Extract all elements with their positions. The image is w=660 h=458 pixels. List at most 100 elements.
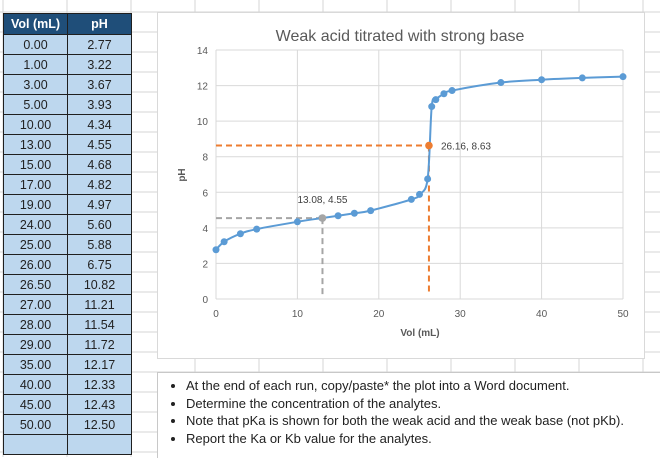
chart-svg: 0 2 4 6 8 10 12 14 0 10 20 30 40 50 Weak acid titrated… (177, 28, 629, 339)
data-point (578, 74, 586, 82)
vol-cell[interactable]: 35.00 (3, 354, 68, 375)
data-point (497, 79, 505, 87)
table-row: 26.50 10.82 (3, 274, 132, 295)
x-tick-label: 10 (292, 309, 304, 320)
table-row: 13.00 4.55 (3, 134, 132, 155)
y-tick-label: 2 (202, 259, 208, 270)
ph-cell[interactable]: 4.34 (67, 114, 132, 135)
data-point (220, 238, 228, 246)
y-tick-label: 4 (202, 224, 208, 235)
annotation-point (318, 214, 327, 222)
ph-cell[interactable]: 11.72 (67, 334, 132, 355)
vol-cell[interactable]: 1.00 (3, 54, 68, 75)
chart-title: Weak acid titrated with strong base (276, 28, 525, 45)
ph-cell[interactable]: 2.77 (67, 34, 132, 55)
header-vol[interactable]: Vol (mL) (3, 13, 68, 35)
vol-cell[interactable]: 24.00 (3, 214, 68, 235)
table-row: 45.00 12.43 (3, 394, 132, 415)
ph-cell[interactable]: 4.68 (67, 154, 132, 175)
table-row: 24.00 5.60 (3, 214, 132, 235)
ph-cell[interactable]: 5.88 (67, 234, 132, 255)
y-tick-label: 14 (197, 46, 209, 57)
vol-cell[interactable]: 26.50 (3, 274, 68, 295)
vol-cell[interactable]: 26.00 (3, 254, 68, 275)
vol-cell[interactable]: 27.00 (3, 294, 68, 315)
vol-cell[interactable]: 15.00 (3, 154, 68, 175)
data-point (293, 218, 301, 226)
data-point (367, 207, 375, 215)
data-point (432, 96, 440, 104)
vol-cell[interactable]: 13.00 (3, 134, 68, 155)
data-point (619, 73, 627, 81)
note-item: Note that pKa is shown for both the weak… (186, 412, 660, 430)
data-point (424, 175, 432, 183)
ph-cell[interactable]: 4.82 (67, 174, 132, 195)
data-point (416, 190, 423, 198)
vol-cell[interactable]: 25.00 (3, 234, 68, 255)
vol-cell[interactable]: 45.00 (3, 394, 68, 415)
ph-cell[interactable]: 12.17 (67, 354, 132, 375)
ph-cell[interactable]: 11.21 (67, 294, 132, 315)
data-point (350, 209, 358, 217)
table-row-empty (3, 434, 132, 455)
data-point (236, 230, 244, 238)
series-line (215, 75, 624, 251)
ph-cell[interactable]: 12.33 (67, 374, 132, 395)
note-item: Determine the concentration of the analy… (186, 395, 660, 413)
instructions-textbox[interactable]: At the end of each run, copy/paste* the … (157, 372, 660, 458)
ph-cell[interactable]: 3.67 (67, 74, 132, 95)
data-point (212, 246, 220, 254)
ph-cell[interactable]: 12.43 (67, 394, 132, 415)
ph-cell[interactable]: 11.54 (67, 314, 132, 335)
titration-chart[interactable]: 0 2 4 6 8 10 12 14 0 10 20 30 40 50 Weak acid titrated… (157, 12, 645, 359)
table-row: 29.00 11.72 (3, 334, 132, 355)
table-row: 35.00 12.17 (3, 354, 132, 375)
data-point (538, 76, 546, 84)
vol-cell[interactable]: 5.00 (3, 94, 68, 115)
ph-cell[interactable]: 10.82 (67, 274, 132, 295)
vol-cell[interactable]: 3.00 (3, 74, 68, 95)
data-point (428, 103, 436, 111)
note-item: At the end of each run, copy/paste* the … (186, 377, 660, 395)
annotation-point (425, 141, 433, 150)
table-row: 25.00 5.88 (3, 234, 132, 255)
y-tick-label: 8 (202, 153, 208, 164)
vol-cell[interactable]: 19.00 (3, 194, 68, 215)
data-point (448, 87, 456, 95)
empty-cell[interactable] (67, 434, 132, 455)
x-tick-label: 0 (213, 309, 219, 320)
annotation-label: 26.16, 8.63 (441, 142, 491, 153)
header-ph[interactable]: pH (67, 13, 132, 35)
empty-cell[interactable] (3, 434, 68, 455)
data-table: Vol (mL) pH 0.00 2.77 1.00 3.22 3.00 3.67 5.00… (3, 13, 132, 455)
vol-cell[interactable]: 28.00 (3, 314, 68, 335)
ph-cell[interactable]: 4.55 (67, 134, 132, 155)
ph-cell[interactable]: 3.22 (67, 54, 132, 75)
ph-cell[interactable]: 3.93 (67, 94, 132, 115)
vol-cell[interactable]: 0.00 (3, 34, 68, 55)
vol-cell[interactable]: 10.00 (3, 114, 68, 135)
ph-cell[interactable]: 12.50 (67, 414, 132, 435)
x-tick-label: 40 (536, 309, 548, 320)
ph-cell[interactable]: 6.75 (67, 254, 132, 275)
table-row: 3.00 3.67 (3, 74, 132, 95)
table-row: 19.00 4.97 (3, 194, 132, 215)
table-row: 50.00 12.50 (3, 414, 132, 435)
note-item: Report the Ka or Kb value for the analyt… (186, 430, 660, 448)
table-row: 15.00 4.68 (3, 154, 132, 175)
ph-cell[interactable]: 5.60 (67, 214, 132, 235)
vol-cell[interactable]: 17.00 (3, 174, 68, 195)
vol-cell[interactable]: 29.00 (3, 334, 68, 355)
table-row: 26.00 6.75 (3, 254, 132, 275)
x-tick-label: 30 (455, 309, 467, 320)
data-point (334, 212, 342, 220)
vol-cell[interactable]: 50.00 (3, 414, 68, 435)
ph-cell[interactable]: 4.97 (67, 194, 132, 215)
table-row: 17.00 4.82 (3, 174, 132, 195)
table-row: 10.00 4.34 (3, 114, 132, 135)
table-row: 28.00 11.54 (3, 314, 132, 335)
vol-cell[interactable]: 40.00 (3, 374, 68, 395)
y-tick-label: 0 (202, 295, 208, 306)
x-axis-label: Vol (mL) (400, 328, 439, 339)
y-tick-label: 10 (197, 117, 209, 128)
